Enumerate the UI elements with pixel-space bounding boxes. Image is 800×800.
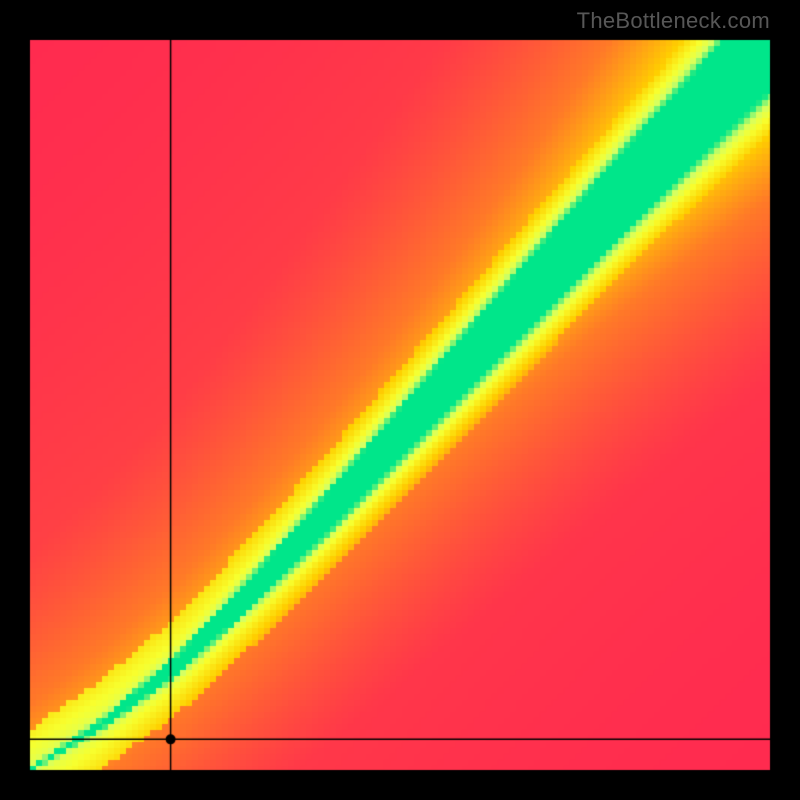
heatmap-chart <box>0 0 800 800</box>
watermark-text: TheBottleneck.com <box>577 8 770 34</box>
heatmap-canvas <box>0 0 800 800</box>
